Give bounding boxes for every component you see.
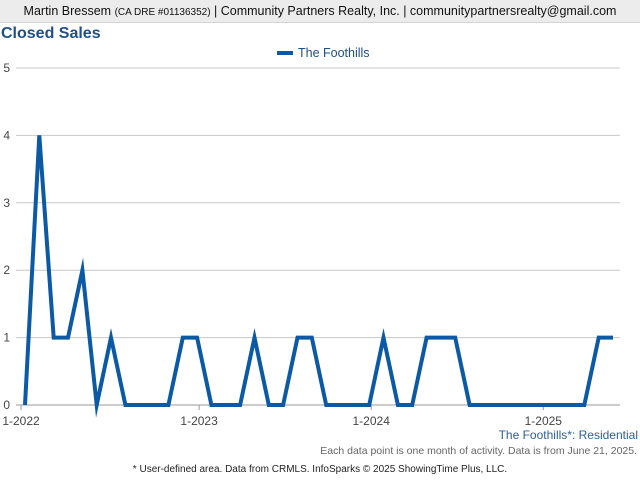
series-layer: [23, 135, 613, 418]
x-tick-label: 1-2023: [180, 414, 218, 428]
data-note: Each data point is one month of activity…: [320, 445, 637, 457]
agent-name: Martin Bressem: [23, 4, 112, 18]
x-tick-label: 1-2022: [2, 414, 40, 428]
company-info: | Community Partners Realty, Inc. | comm…: [214, 4, 617, 18]
x-tick-label: 1-2025: [525, 414, 563, 428]
chart-legend[interactable]: The Foothills: [277, 46, 370, 60]
y-tick-label: 3: [3, 196, 10, 210]
y-tick-label: 2: [3, 263, 10, 277]
x-axis-ticks: 1-2022 1-2023 1-2024 1-2025: [2, 405, 562, 428]
y-tick-label: 0: [3, 398, 10, 412]
legend-swatch: [277, 51, 293, 55]
series-line-the-foothills[interactable]: [23, 135, 613, 418]
header-bar: Martin Bressem (CA DRE #01136352) | Comm…: [0, 0, 640, 23]
y-tick-label: 1: [3, 331, 10, 345]
y-axis-ticks: 0 1 2 3 4 5: [3, 61, 10, 412]
legend-label: The Foothills: [298, 46, 370, 60]
area-label: The Foothills*: Residential: [498, 428, 638, 442]
source-note: * User-defined area. Data from CRMLS. In…: [132, 464, 508, 475]
x-tick-label: 1-2024: [353, 414, 391, 428]
y-tick-label: 5: [3, 61, 10, 75]
y-tick-label: 4: [3, 128, 10, 142]
chart-title: Closed Sales: [1, 25, 101, 42]
agent-license: (CA DRE #01136352): [114, 7, 211, 18]
